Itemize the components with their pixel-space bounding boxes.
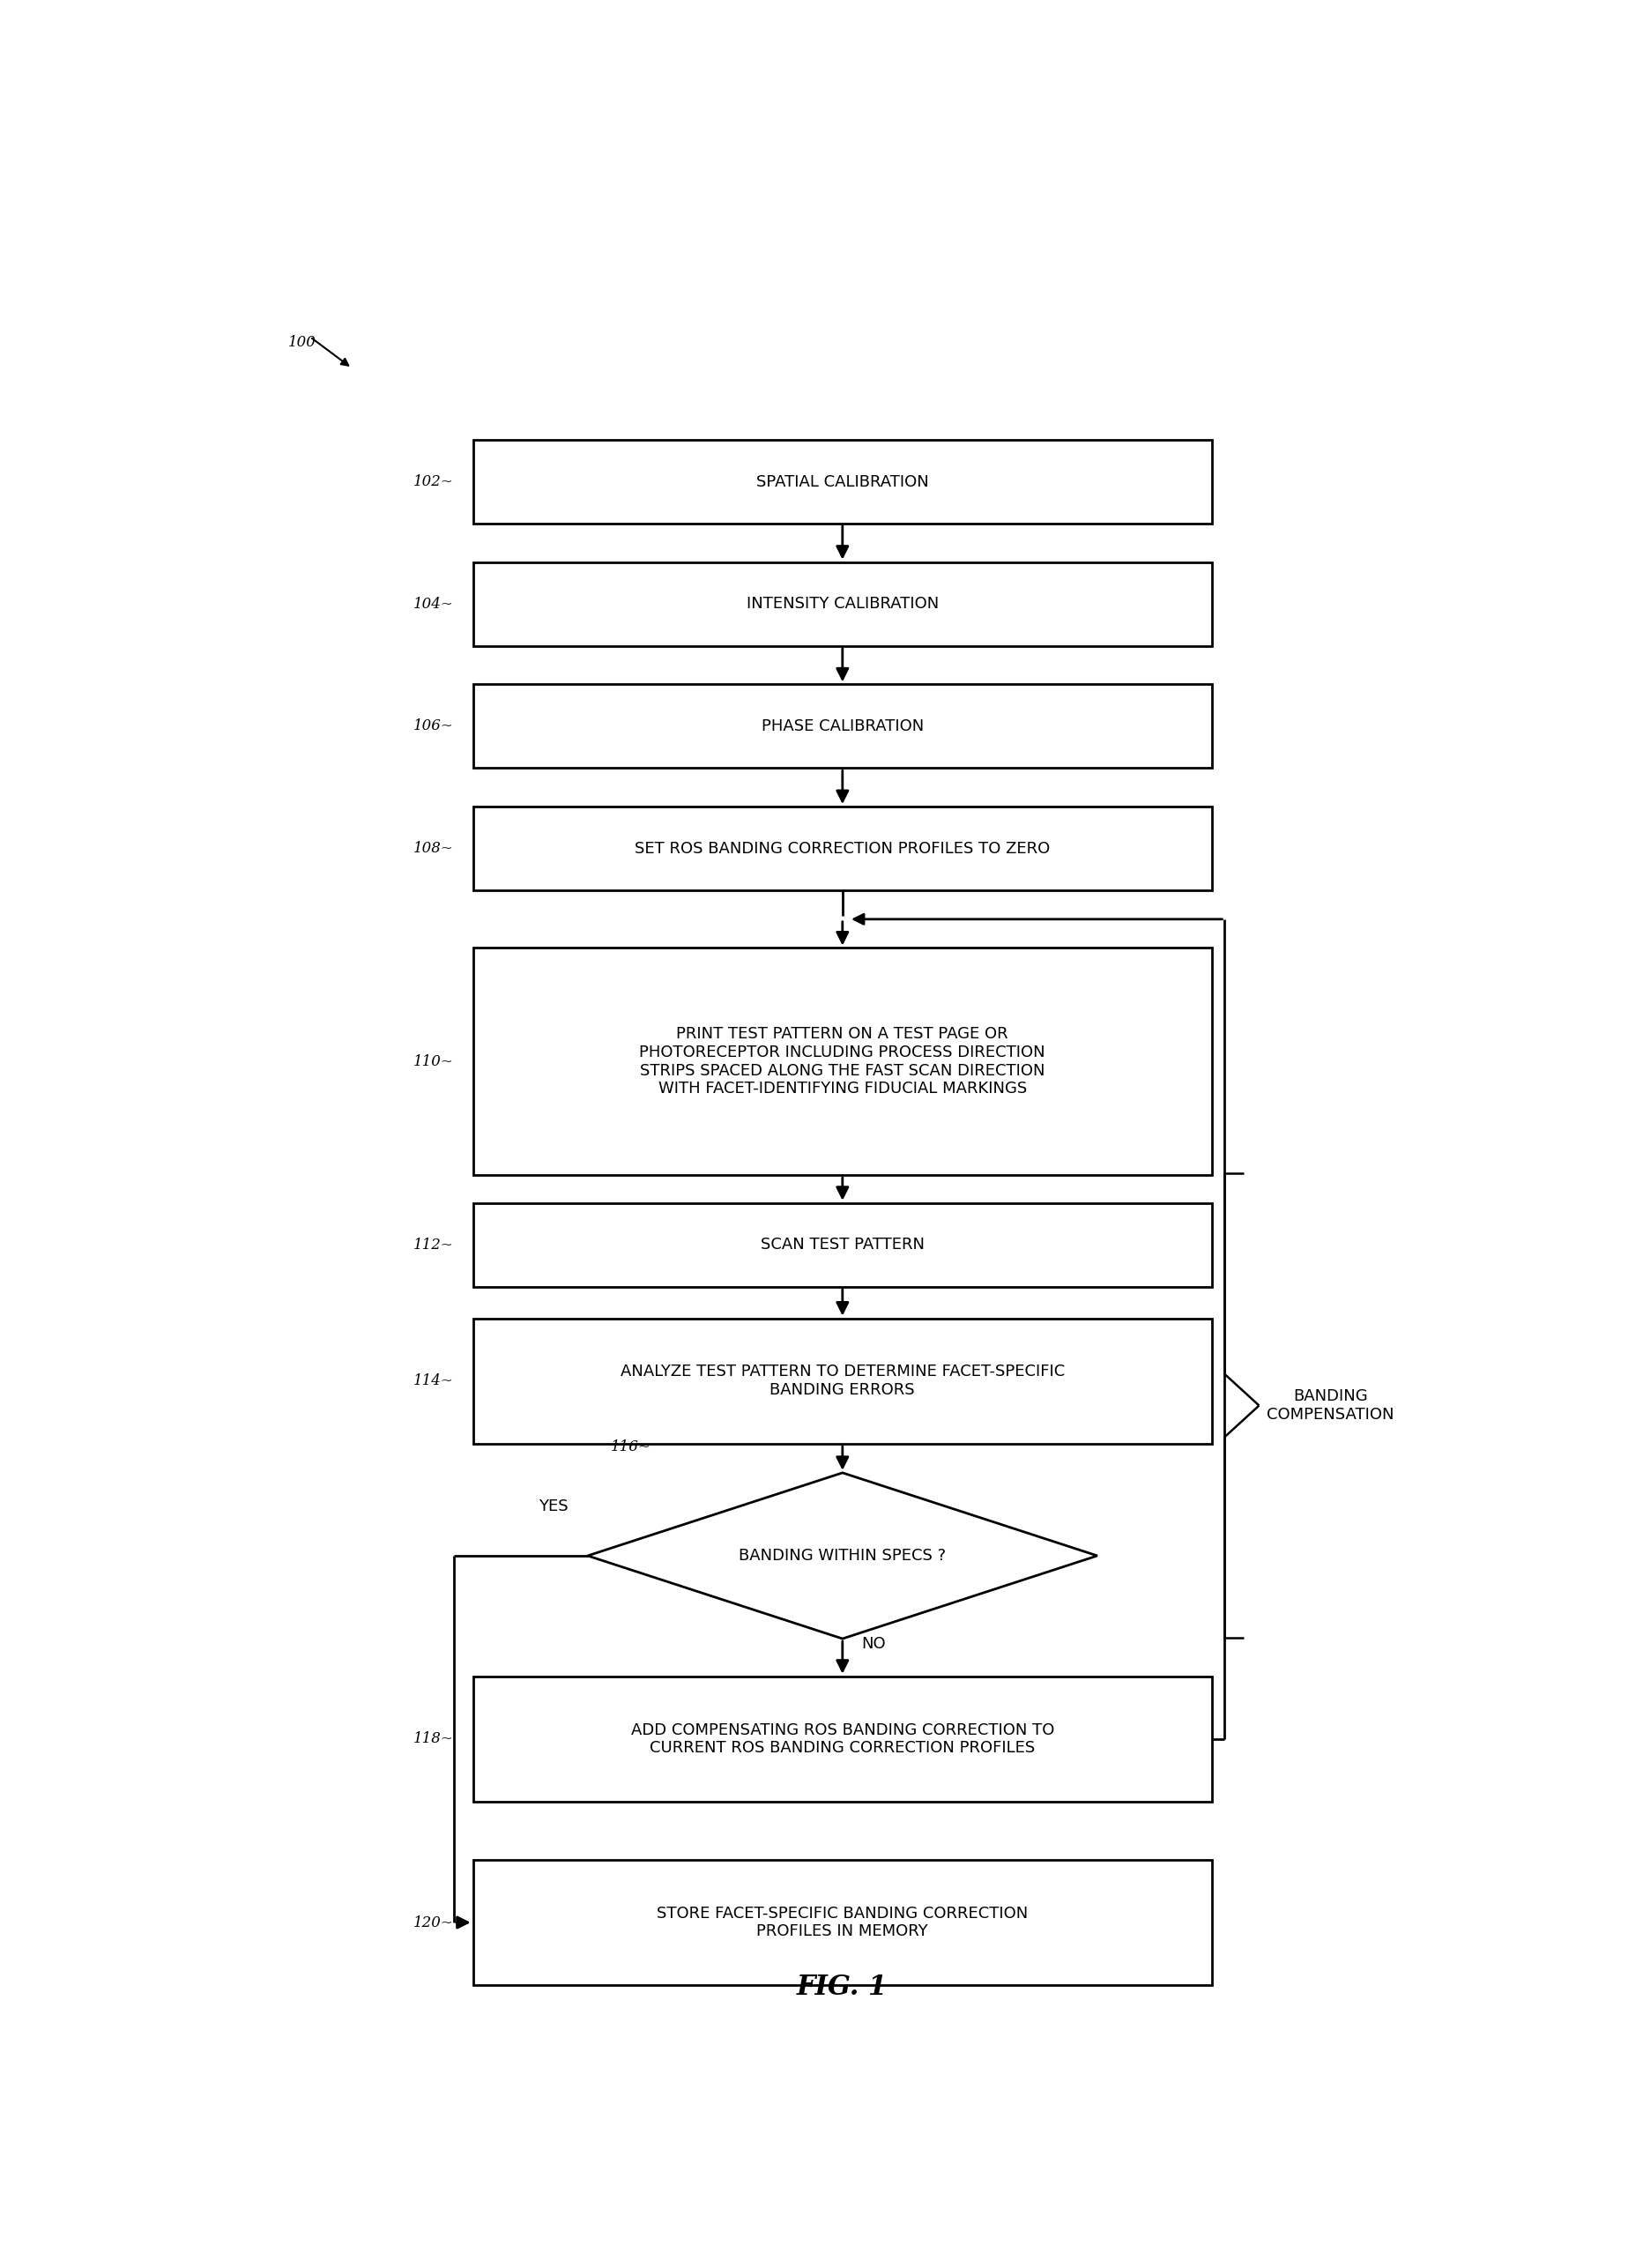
FancyBboxPatch shape [473, 562, 1211, 646]
Text: 118~: 118~ [414, 1730, 453, 1746]
FancyBboxPatch shape [473, 807, 1211, 891]
Text: FIG. 1: FIG. 1 [797, 1973, 887, 2000]
FancyBboxPatch shape [473, 948, 1211, 1175]
Text: SET ROS BANDING CORRECTION PROFILES TO ZERO: SET ROS BANDING CORRECTION PROFILES TO Z… [634, 841, 1050, 857]
FancyBboxPatch shape [473, 1202, 1211, 1286]
Text: BANDING WITHIN SPECS ?: BANDING WITHIN SPECS ? [738, 1547, 946, 1563]
Text: PHASE CALIBRATION: PHASE CALIBRATION [761, 719, 923, 735]
Text: YES: YES [539, 1499, 568, 1515]
Text: 120~: 120~ [414, 1914, 453, 1930]
Text: SCAN TEST PATTERN: SCAN TEST PATTERN [761, 1236, 923, 1252]
Text: ANALYZE TEST PATTERN TO DETERMINE FACET-SPECIFIC
BANDING ERRORS: ANALYZE TEST PATTERN TO DETERMINE FACET-… [619, 1363, 1065, 1397]
Text: 108~: 108~ [414, 841, 453, 855]
FancyBboxPatch shape [473, 685, 1211, 769]
Text: 110~: 110~ [414, 1055, 453, 1068]
FancyBboxPatch shape [473, 1318, 1211, 1445]
Polygon shape [587, 1472, 1098, 1640]
Text: BANDING
COMPENSATION: BANDING COMPENSATION [1267, 1388, 1393, 1422]
Text: 104~: 104~ [414, 596, 453, 612]
Text: INTENSITY CALIBRATION: INTENSITY CALIBRATION [746, 596, 938, 612]
Text: 114~: 114~ [414, 1374, 453, 1388]
Text: ADD COMPENSATING ROS BANDING CORRECTION TO
CURRENT ROS BANDING CORRECTION PROFIL: ADD COMPENSATING ROS BANDING CORRECTION … [631, 1721, 1053, 1755]
Text: NO: NO [861, 1635, 886, 1651]
Text: 102~: 102~ [414, 474, 453, 490]
Text: SPATIAL CALIBRATION: SPATIAL CALIBRATION [756, 474, 928, 490]
FancyBboxPatch shape [473, 440, 1211, 524]
Text: 112~: 112~ [414, 1238, 453, 1252]
Text: 106~: 106~ [414, 719, 453, 735]
Text: 116~: 116~ [611, 1440, 651, 1454]
FancyBboxPatch shape [473, 1676, 1211, 1803]
Text: 100: 100 [288, 333, 315, 349]
FancyBboxPatch shape [473, 1860, 1211, 1984]
Text: STORE FACET-SPECIFIC BANDING CORRECTION
PROFILES IN MEMORY: STORE FACET-SPECIFIC BANDING CORRECTION … [657, 1905, 1027, 1939]
Text: PRINT TEST PATTERN ON A TEST PAGE OR
PHOTORECEPTOR INCLUDING PROCESS DIRECTION
S: PRINT TEST PATTERN ON A TEST PAGE OR PHO… [639, 1025, 1045, 1098]
